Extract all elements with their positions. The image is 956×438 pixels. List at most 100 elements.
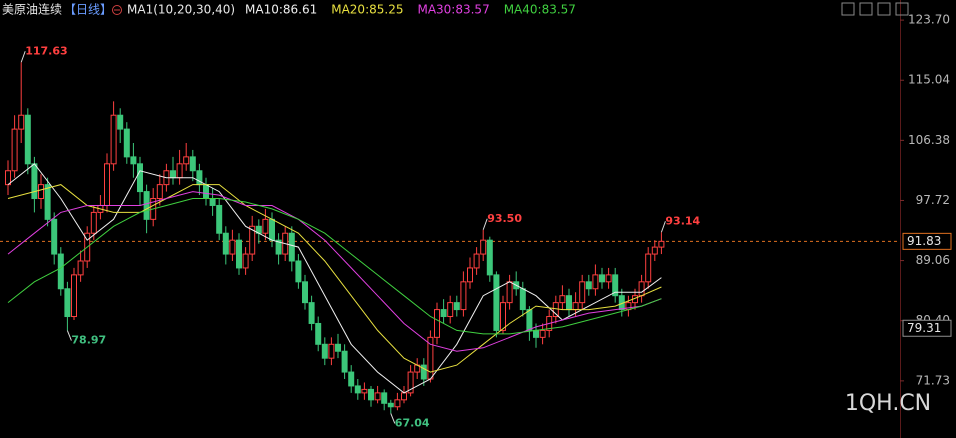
legend-entry: MA40:83.57 [504, 3, 576, 17]
candle-body [57, 253, 64, 290]
price-box [902, 232, 952, 250]
y-tick-label: 123.70 [908, 13, 950, 27]
candle-body [176, 163, 183, 179]
candle-body [394, 399, 401, 408]
candle-body [229, 239, 236, 255]
candle-body [295, 260, 302, 283]
price-label: 91.83 [907, 234, 941, 248]
candle-body [460, 281, 467, 311]
candle-body [361, 388, 368, 394]
candle-body [645, 253, 652, 283]
candle-body [566, 295, 572, 311]
candle-body [110, 114, 117, 165]
candle-body [585, 281, 592, 290]
candle-body [38, 184, 44, 200]
tool-button[interactable] [877, 2, 891, 16]
candle-body [11, 128, 18, 172]
candle-body [51, 218, 58, 255]
candle-body [572, 302, 579, 311]
extreme-pointer [66, 330, 72, 341]
candle-body [137, 163, 143, 193]
watermark: 1QH.CN [845, 391, 931, 416]
candle-body [104, 163, 110, 206]
candle-body [209, 198, 216, 206]
y-tick-label: 89.06 [916, 253, 950, 267]
candle-body [24, 114, 31, 165]
y-tick-label: 97.72 [916, 193, 950, 207]
candle-body [592, 274, 599, 290]
candle-body [130, 156, 137, 165]
candle-body [222, 232, 229, 255]
period: 【日线】 [64, 3, 112, 17]
tool-button[interactable] [859, 2, 873, 16]
toolbar [841, 2, 909, 16]
candle-body [486, 239, 493, 276]
candle-body [308, 302, 315, 324]
candle-body [440, 309, 447, 318]
candle-body [302, 281, 308, 304]
candle-body [44, 184, 51, 220]
candle-body [539, 329, 546, 338]
indicator-name: MA1(10,20,30,40) [127, 3, 235, 17]
candle-body [374, 392, 381, 401]
candle-body [401, 392, 407, 401]
candle-body [123, 128, 130, 158]
price-box [902, 319, 952, 337]
candle-body [77, 260, 84, 276]
candle-body [5, 170, 11, 186]
ma-line [7, 198, 662, 335]
y-tick-label: 106.38 [908, 133, 950, 147]
ma-line [7, 163, 662, 394]
y-tick-label: 71.73 [916, 373, 950, 387]
candle-body [143, 191, 150, 220]
candle-body [249, 225, 256, 255]
candle-body [506, 281, 513, 304]
extreme-label: 78.97 [71, 334, 106, 347]
candle-body [156, 184, 163, 200]
candle-body [387, 402, 394, 408]
candle-body [288, 232, 295, 262]
tool-button[interactable] [841, 2, 855, 16]
candle-body [427, 336, 434, 380]
candle-body [519, 288, 526, 311]
candle-body [321, 343, 328, 359]
candle-body [500, 302, 506, 331]
candle-body [368, 388, 374, 401]
candle-body [407, 371, 414, 394]
candle-body [354, 385, 361, 394]
extreme-label: 67.04 [395, 416, 430, 429]
candle-body [341, 350, 348, 373]
candle-body [64, 288, 71, 318]
price-label: 79.31 [907, 321, 941, 335]
instrument-name: 美原油连续 [2, 2, 62, 17]
candle-body [348, 371, 355, 387]
extreme-pointer [20, 51, 26, 63]
candle-body [335, 343, 341, 352]
extreme-label: 93.14 [665, 214, 700, 227]
candle-body [526, 309, 533, 331]
candle-body [71, 274, 77, 318]
candle-body [381, 392, 388, 404]
candle-body [579, 281, 586, 304]
candle-body [90, 211, 97, 234]
candle-body [651, 246, 658, 255]
legend-entry: MA20:85.25 [331, 3, 403, 17]
candle-body [216, 204, 223, 234]
candle-body [328, 343, 335, 359]
collapse-icon[interactable] [112, 5, 122, 15]
candle-body [236, 239, 242, 269]
candle-body [275, 239, 282, 255]
candle-body [31, 163, 38, 200]
extreme-label: 93.50 [487, 212, 522, 225]
tool-button[interactable] [895, 2, 909, 16]
candle-body [612, 274, 619, 297]
extreme-pointer [390, 413, 396, 424]
candle-body [170, 170, 176, 179]
candle-body [533, 329, 539, 338]
ma-line [7, 191, 662, 352]
candle-body [117, 114, 124, 130]
extreme-label: 117.63 [25, 44, 67, 57]
ma-line [7, 184, 662, 373]
